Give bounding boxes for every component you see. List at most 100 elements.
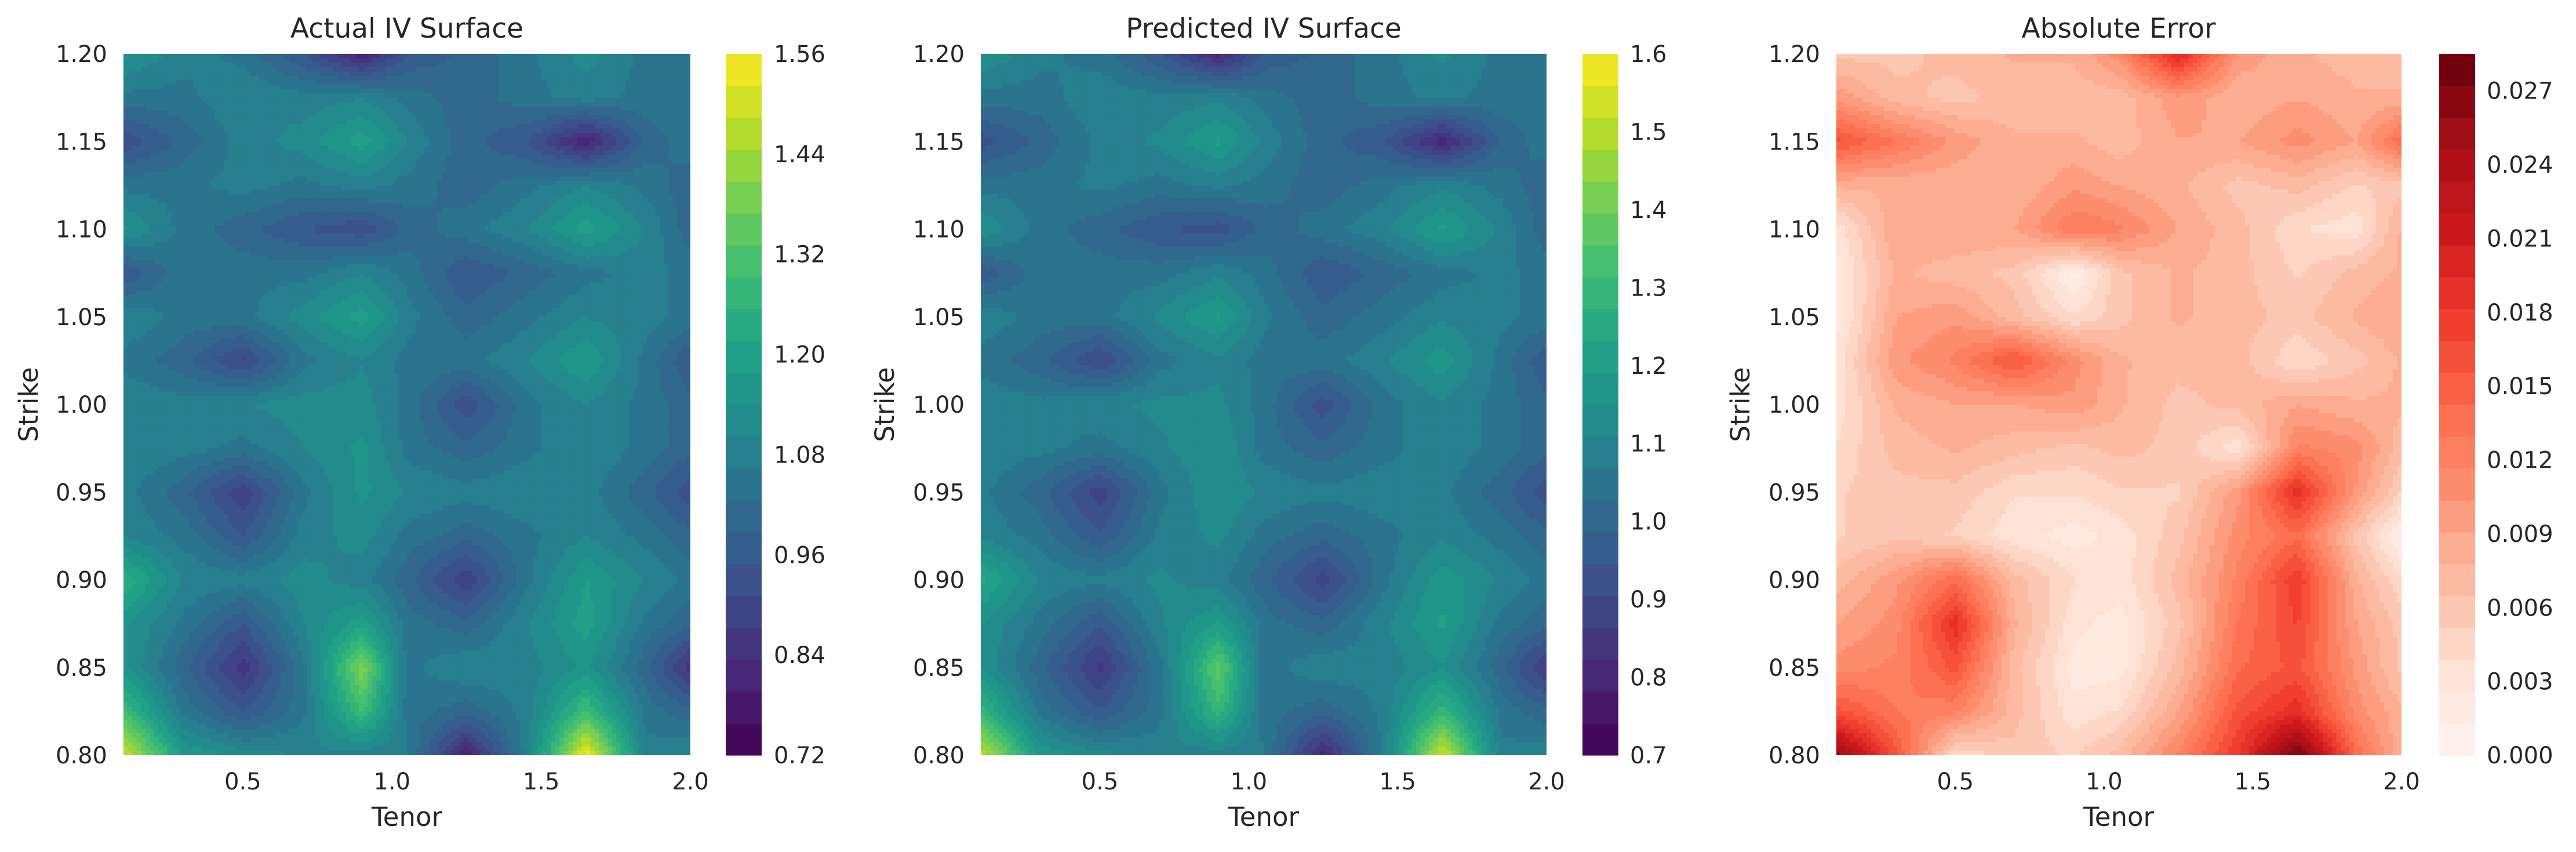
contour-cell xyxy=(656,54,660,59)
contour-cell xyxy=(481,137,486,142)
contour-cell xyxy=(167,155,172,159)
contour-cell xyxy=(137,177,141,181)
contour-cell xyxy=(621,172,625,177)
contour-cell xyxy=(307,159,311,164)
contour-cell xyxy=(150,181,154,185)
contour-cell xyxy=(651,124,656,129)
contour-cell xyxy=(172,207,176,212)
contour-cell xyxy=(551,71,555,76)
contour-cell xyxy=(206,137,211,142)
contour-cell xyxy=(446,150,451,155)
contour-cell xyxy=(394,93,398,98)
contour-cell xyxy=(202,124,206,129)
contour-cell xyxy=(402,119,407,124)
contour-cell xyxy=(150,146,154,151)
contour-cell xyxy=(355,54,359,59)
contour-cell xyxy=(642,85,647,89)
contour-cell xyxy=(215,63,220,67)
contour-cell xyxy=(468,54,472,59)
contour-cell xyxy=(372,163,377,168)
contour-cell xyxy=(638,207,643,212)
contour-cell xyxy=(355,212,359,216)
contour-cell xyxy=(673,89,678,94)
contour-cell xyxy=(329,102,333,107)
contour-cell xyxy=(215,102,220,107)
contour-cell xyxy=(346,199,351,203)
contour-cell xyxy=(128,212,133,216)
contour-cell xyxy=(180,63,185,67)
contour-cell xyxy=(228,89,233,94)
contour-cell xyxy=(315,181,320,185)
contour-cell xyxy=(385,194,390,199)
contour-cell xyxy=(341,98,346,103)
contour-cell xyxy=(241,146,246,151)
contour-cell xyxy=(603,203,608,207)
contour-cell xyxy=(525,93,529,98)
contour-cell xyxy=(315,80,320,85)
contour-cell xyxy=(494,89,499,94)
contour-cell xyxy=(656,137,660,142)
contour-cell xyxy=(464,207,468,212)
contour-cell xyxy=(499,190,503,194)
contour-cell xyxy=(607,177,612,181)
contour-cell xyxy=(355,146,359,151)
contour-cell xyxy=(241,168,246,173)
contour-cell xyxy=(682,146,686,151)
contour-cell xyxy=(381,119,385,124)
contour-cell xyxy=(416,216,420,221)
contour-cell xyxy=(612,177,617,181)
contour-cell xyxy=(381,190,385,194)
contour-cell xyxy=(333,76,337,81)
contour-cell xyxy=(656,159,660,164)
contour-cell xyxy=(302,59,307,63)
contour-cell xyxy=(150,93,154,98)
contour-cell xyxy=(581,59,586,63)
contour-cell xyxy=(686,150,690,155)
contour-cell xyxy=(315,111,320,115)
contour-cell xyxy=(337,67,342,72)
contour-cell xyxy=(581,190,586,194)
contour-cell xyxy=(642,207,647,212)
contour-cell xyxy=(307,190,311,194)
contour-cell xyxy=(333,172,337,177)
contour-cell xyxy=(573,141,577,146)
contour-cell xyxy=(128,133,133,137)
contour-cell xyxy=(206,102,211,107)
contour-cell xyxy=(333,71,337,76)
contour-cell xyxy=(559,59,564,63)
contour-cell xyxy=(167,71,172,76)
contour-cell xyxy=(202,102,206,107)
contour-cell xyxy=(302,159,307,164)
contour-cell xyxy=(237,212,242,216)
contour-cell xyxy=(625,85,630,89)
contour-cell xyxy=(542,124,547,129)
contour-cell xyxy=(376,67,381,72)
contour-cell xyxy=(494,102,499,107)
contour-cell xyxy=(368,207,372,212)
contour-cell xyxy=(656,133,660,137)
contour-cell xyxy=(673,155,678,159)
contour-cell xyxy=(668,107,673,111)
contour-cell xyxy=(494,85,499,89)
contour-cell xyxy=(429,80,434,85)
contour-cell xyxy=(346,85,351,89)
contour-cell xyxy=(472,107,477,111)
contour-cell xyxy=(673,85,678,89)
contour-cell xyxy=(285,89,289,94)
contour-cell xyxy=(438,150,442,155)
contour-cell xyxy=(494,71,499,76)
contour-cell xyxy=(320,71,325,76)
contour-cell xyxy=(594,146,599,151)
contour-cell xyxy=(442,203,446,207)
contour-cell xyxy=(551,89,555,94)
contour-cell xyxy=(228,124,233,129)
contour-cell xyxy=(394,172,398,177)
contour-cell xyxy=(150,89,154,94)
contour-cell xyxy=(424,67,429,72)
contour-cell xyxy=(158,220,163,225)
contour-cell xyxy=(298,155,303,159)
contour-cell xyxy=(137,163,141,168)
contour-cell xyxy=(438,59,442,63)
contour-cell xyxy=(224,85,228,89)
contour-cell xyxy=(503,150,508,155)
